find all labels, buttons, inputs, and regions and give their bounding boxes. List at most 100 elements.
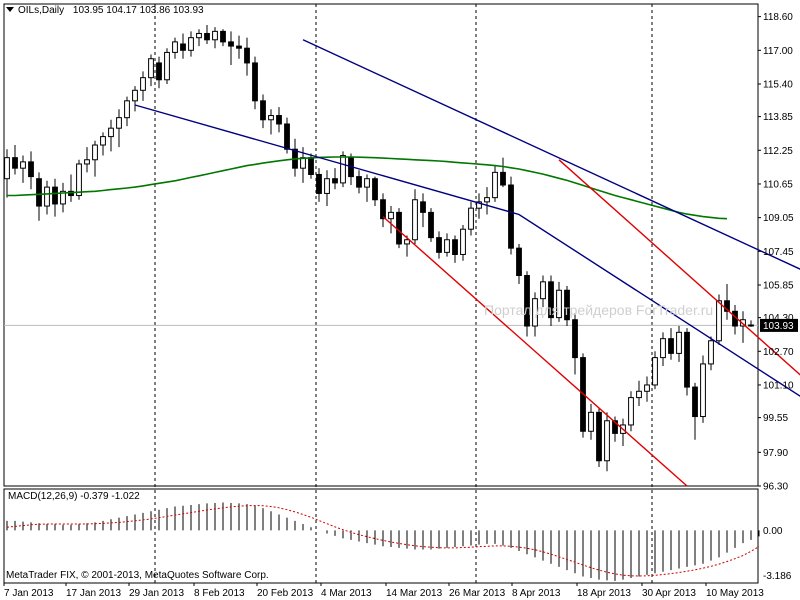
time-tick-label-10: 30 Apr 2013: [642, 588, 696, 599]
copyright-text: MetaTrader FIX, © 2001-2013, MetaQuotes …: [6, 570, 269, 581]
candle-31: [252, 56, 258, 110]
current-price-tag: 103.93: [760, 318, 798, 332]
candle-80: [644, 376, 650, 402]
candle-25: [204, 25, 210, 44]
price-tick-label-10: 102.70: [763, 347, 794, 358]
candle-56: [452, 235, 458, 263]
price-tick-label-6: 109.05: [763, 213, 794, 224]
candle-90: [724, 283, 730, 320]
macd-tick-label-0: 0.00: [763, 526, 783, 537]
price-tick-label-14: 96.30: [763, 482, 788, 493]
macd-tick-label-1: -3.186: [763, 571, 792, 582]
candle-2: [20, 155, 26, 183]
candle-3: [28, 151, 34, 190]
candle-18: [148, 54, 154, 87]
candle-26: [212, 27, 218, 49]
candle-60: [484, 187, 490, 215]
candle-88: [708, 336, 714, 371]
candle-86: [692, 382, 698, 440]
candle-0: [4, 149, 10, 198]
candle-55: [444, 233, 450, 257]
candle-82: [660, 332, 666, 367]
candle-33: [268, 109, 274, 135]
candle-9: [76, 159, 82, 200]
candle-58: [468, 201, 474, 236]
candle-64: [516, 243, 522, 284]
candle-91: [732, 304, 738, 335]
candle-8: [68, 174, 74, 202]
price-tick-label-4: 112.25: [763, 146, 793, 157]
time-tick-label-9: 18 Apr 2013: [577, 588, 631, 599]
current-price-label: 103.93: [763, 321, 794, 332]
candle-66: [532, 292, 538, 337]
ohlc-values: 103.95 104.17 103.86 103.93: [73, 5, 204, 16]
price-tick-label-8: 105.85: [763, 280, 794, 291]
price-axis: 118.60 117.00 115.40 113.85 112.25 110.65 109.…: [758, 12, 794, 582]
candle-54: [436, 231, 442, 259]
candle-20: [164, 48, 170, 84]
candle-84: [676, 326, 682, 362]
candle-23: [188, 31, 194, 57]
time-tick-label-5: 4 Mar 2013: [321, 588, 372, 599]
candle-14: [116, 109, 122, 148]
price-tick-label-2: 115.40: [763, 79, 793, 90]
trend-channels: [134, 39, 800, 487]
price-tick-label-13: 97.90: [763, 448, 788, 459]
candle-70: [564, 286, 570, 327]
channel-line-1: [302, 39, 800, 270]
candle-77: [620, 418, 626, 447]
candle-87: [700, 355, 706, 423]
candle-76: [612, 416, 618, 442]
candle-36: [292, 138, 298, 177]
chart-frame: [3, 3, 759, 584]
candle-12: [100, 132, 106, 156]
price-tick-label-9: 104.30: [763, 313, 794, 324]
candle-10: [84, 147, 90, 173]
price-panel-border: [3, 3, 759, 487]
candle-62: [500, 157, 506, 188]
macd-title-label: MACD(12,26,9) -0.379 -1.022: [8, 491, 140, 502]
candle-44: [356, 170, 362, 194]
candle-75: [604, 412, 610, 472]
candle-71: [572, 313, 578, 375]
chart-header: OILs,Daily 103.95 104.17 103.86 103.93: [18, 5, 204, 16]
channel-line-0: [134, 104, 800, 397]
candle-4: [36, 172, 42, 221]
price-tick-label-11: 101.10: [763, 380, 794, 391]
candle-67: [540, 275, 546, 308]
candle-29: [236, 35, 242, 59]
time-tick-label-7: 26 Mar 2013: [449, 588, 506, 599]
candle-48: [388, 206, 394, 234]
time-tick-label-4: 20 Feb 2013: [257, 588, 314, 599]
price-tick-label-1: 117.00: [763, 46, 793, 57]
candle-32: [260, 94, 266, 129]
candle-27: [220, 29, 226, 47]
candle-74: [596, 408, 602, 468]
candle-11: [92, 140, 98, 177]
candle-73: [588, 403, 594, 440]
candle-79: [636, 380, 642, 407]
symbol-label: OILs,Daily: [18, 5, 64, 16]
candle-16: [132, 86, 138, 112]
candle-28: [228, 31, 234, 66]
candle-41: [332, 168, 338, 190]
candle-92: [740, 311, 746, 343]
candle-21: [172, 37, 178, 59]
time-axis: 7 Jan 2013 17 Jan 2013 29 Jan 2013 8 Feb 20…: [3, 583, 764, 599]
candle-93: [748, 320, 754, 327]
candlestick-series: [4, 25, 754, 472]
candle-40: [324, 170, 330, 207]
candle-7: [60, 182, 66, 213]
macd-panel-border: [3, 488, 759, 584]
price-tick-label-5: 110.65: [763, 179, 793, 190]
candle-49: [396, 208, 402, 249]
candle-39: [316, 168, 322, 202]
candle-19: [156, 56, 162, 89]
ma-path: [7, 156, 728, 220]
candle-52: [420, 193, 426, 228]
candle-81: [652, 351, 658, 390]
candle-50: [404, 235, 410, 257]
header-triangle-icon: [6, 7, 14, 12]
candle-63: [508, 176, 514, 255]
